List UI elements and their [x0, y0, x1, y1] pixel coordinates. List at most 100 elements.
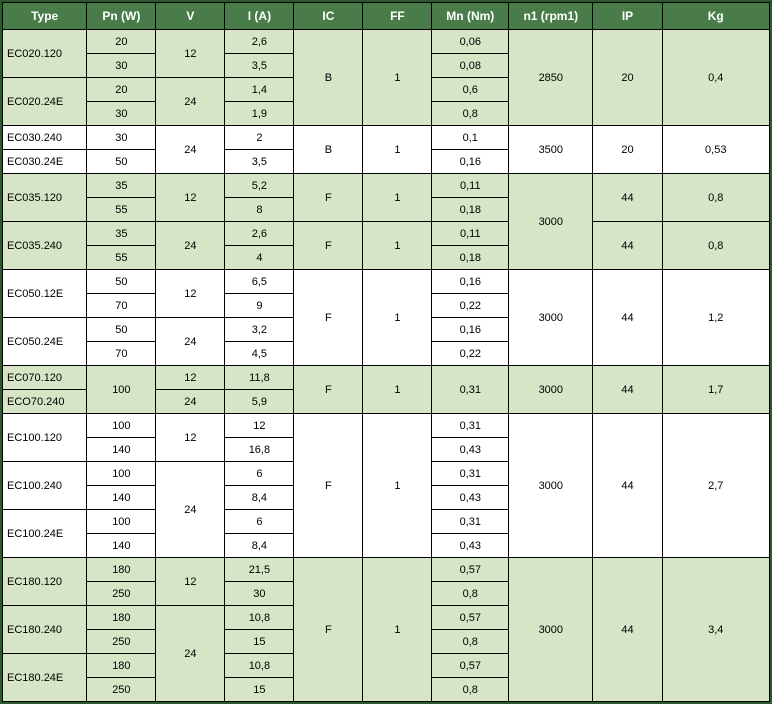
- data-cell: F: [294, 222, 363, 270]
- data-cell: 24: [156, 126, 225, 174]
- data-cell: 55: [87, 198, 156, 222]
- data-cell: 1,2: [662, 270, 770, 366]
- data-cell: 1: [363, 414, 432, 558]
- data-cell: F: [294, 174, 363, 222]
- data-cell: 2,7: [662, 414, 770, 558]
- data-cell: 21,5: [225, 558, 294, 582]
- data-cell: 0,8: [432, 630, 509, 654]
- data-cell: 35: [87, 222, 156, 246]
- data-cell: 0,18: [432, 246, 509, 270]
- data-cell: 0,11: [432, 222, 509, 246]
- data-cell: 30: [87, 54, 156, 78]
- data-cell: 0,43: [432, 438, 509, 462]
- data-cell: 100: [87, 510, 156, 534]
- table-row: EC050.12E50126,5F10,163000441,2: [3, 270, 770, 294]
- type-cell: EC100.24E: [3, 510, 87, 558]
- data-cell: 3,4: [662, 558, 770, 702]
- data-cell: 30: [87, 126, 156, 150]
- data-cell: 30: [87, 102, 156, 126]
- data-cell: 180: [87, 654, 156, 678]
- data-cell: 0,53: [662, 126, 770, 174]
- data-cell: 15: [225, 678, 294, 702]
- data-cell: 6: [225, 462, 294, 486]
- data-cell: 44: [593, 366, 662, 414]
- data-cell: 0,11: [432, 174, 509, 198]
- data-cell: 3000: [509, 270, 593, 366]
- data-cell: 1: [363, 222, 432, 270]
- data-cell: 44: [593, 174, 662, 222]
- col-ip: IP: [593, 3, 662, 30]
- data-cell: 140: [87, 534, 156, 558]
- data-cell: 6,5: [225, 270, 294, 294]
- data-cell: 12: [225, 414, 294, 438]
- data-cell: 12: [156, 366, 225, 390]
- data-cell: 180: [87, 606, 156, 630]
- data-cell: 3500: [509, 126, 593, 174]
- data-cell: 55: [87, 246, 156, 270]
- data-cell: 0,57: [432, 606, 509, 630]
- table-row: EC180.1201801221,5F10,573000443,4: [3, 558, 770, 582]
- data-cell: 0,31: [432, 414, 509, 438]
- data-cell: 30: [225, 582, 294, 606]
- type-cell: EC050.24E: [3, 318, 87, 366]
- data-cell: 24: [156, 318, 225, 366]
- data-cell: 12: [156, 174, 225, 222]
- data-cell: 0,8: [432, 582, 509, 606]
- type-cell: EC180.120: [3, 558, 87, 606]
- type-cell: EC030.24E: [3, 150, 87, 174]
- data-cell: 24: [156, 462, 225, 558]
- data-cell: 1,4: [225, 78, 294, 102]
- data-cell: 3000: [509, 414, 593, 558]
- data-cell: 4,5: [225, 342, 294, 366]
- data-cell: F: [294, 366, 363, 414]
- data-cell: 0,31: [432, 366, 509, 414]
- data-cell: 0,16: [432, 270, 509, 294]
- data-cell: 50: [87, 318, 156, 342]
- data-cell: 1: [363, 126, 432, 174]
- data-cell: 100: [87, 414, 156, 438]
- data-cell: 0,1: [432, 126, 509, 150]
- data-cell: 0,57: [432, 654, 509, 678]
- col-ff: FF: [363, 3, 432, 30]
- table-row: EC035.24035242,6F10,11440,8: [3, 222, 770, 246]
- data-cell: 1: [363, 270, 432, 366]
- type-cell: EC100.120: [3, 414, 87, 462]
- data-cell: 20: [87, 78, 156, 102]
- data-cell: 24: [156, 222, 225, 270]
- data-cell: 20: [87, 30, 156, 54]
- col-v: V: [156, 3, 225, 30]
- data-cell: 5,9: [225, 390, 294, 414]
- data-cell: 0,06: [432, 30, 509, 54]
- data-cell: 16,8: [225, 438, 294, 462]
- table-wrapper: TypePn (W)VI (A)ICFFMn (Nm)n1 (rpm1)IPKg…: [0, 0, 772, 704]
- table-row: EC035.12035125,2F10,113000440,8: [3, 174, 770, 198]
- data-cell: 1: [363, 174, 432, 222]
- data-cell: 24: [156, 78, 225, 126]
- data-cell: 50: [87, 270, 156, 294]
- data-cell: 44: [593, 270, 662, 366]
- data-cell: 1: [363, 30, 432, 126]
- type-cell: ECO70.240: [3, 390, 87, 414]
- data-cell: 180: [87, 558, 156, 582]
- data-cell: 1,9: [225, 102, 294, 126]
- data-cell: 2,6: [225, 30, 294, 54]
- data-cell: 20: [593, 126, 662, 174]
- data-cell: 3000: [509, 174, 593, 270]
- data-cell: 0,43: [432, 534, 509, 558]
- data-cell: 12: [156, 414, 225, 462]
- data-cell: 1: [363, 366, 432, 414]
- table-row: EC020.12020122,6B10,062850200,4: [3, 30, 770, 54]
- data-cell: 24: [156, 606, 225, 702]
- data-cell: 250: [87, 582, 156, 606]
- data-cell: 5,2: [225, 174, 294, 198]
- data-cell: 3,5: [225, 150, 294, 174]
- data-cell: 2: [225, 126, 294, 150]
- data-cell: 1: [363, 558, 432, 702]
- data-cell: 0,4: [662, 30, 770, 126]
- data-cell: 0,8: [432, 678, 509, 702]
- data-cell: 0,57: [432, 558, 509, 582]
- data-cell: 0,31: [432, 462, 509, 486]
- type-cell: EC050.12E: [3, 270, 87, 318]
- table-row: EC100.1201001212F10,313000442,7: [3, 414, 770, 438]
- data-cell: 250: [87, 678, 156, 702]
